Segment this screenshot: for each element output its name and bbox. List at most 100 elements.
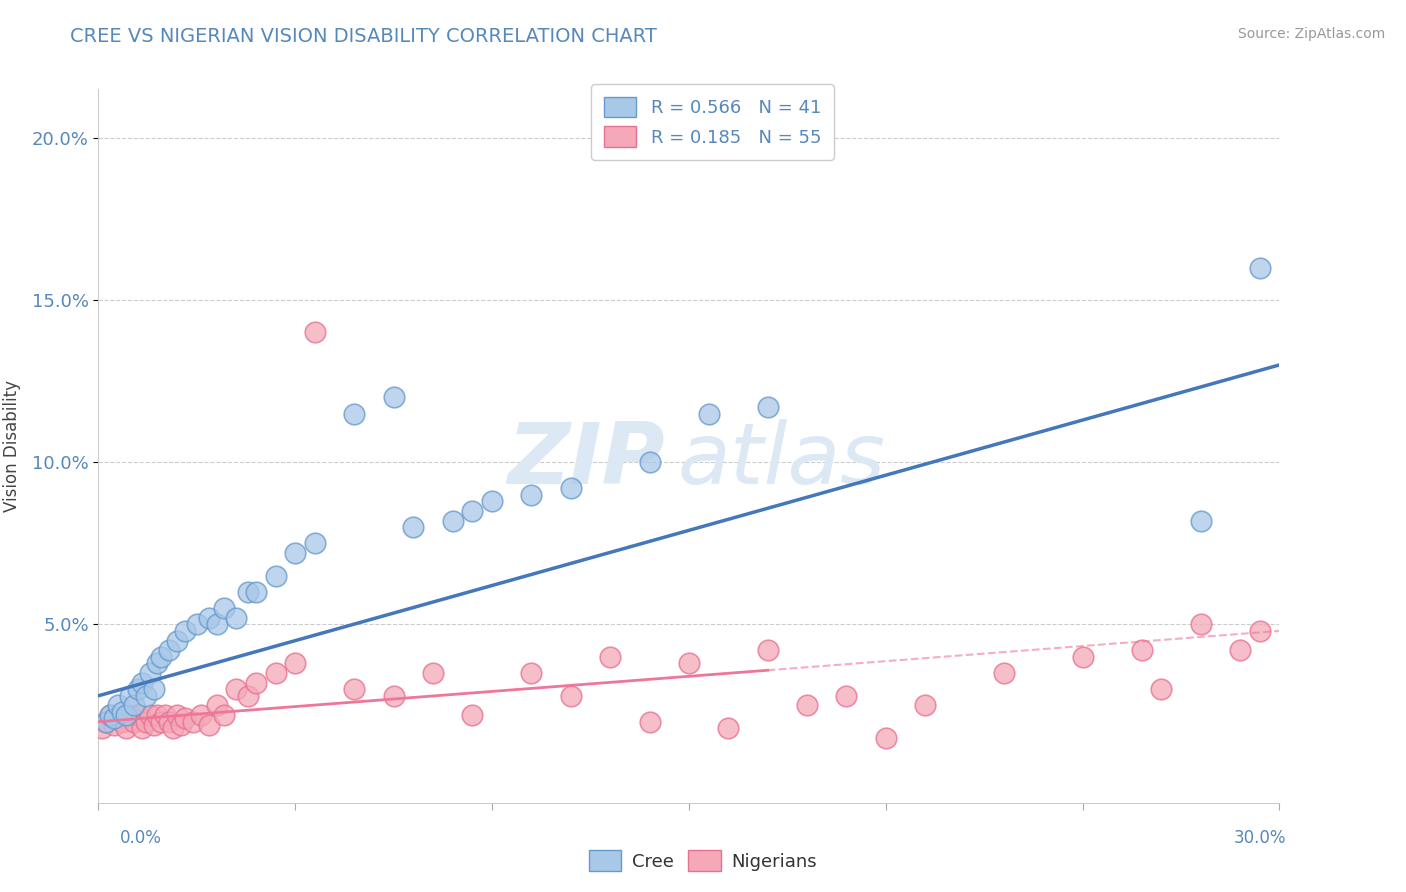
Point: [166, 633, 188, 648]
Point: [127, 682, 149, 697]
Point: [98, 708, 121, 723]
Y-axis label: Vision Disability: Vision Disability: [3, 380, 21, 512]
Point: [756, 643, 779, 657]
Point: [1189, 617, 1212, 632]
Point: [142, 682, 165, 697]
Point: [1189, 514, 1212, 528]
Legend: R = 0.566   N = 41, R = 0.185   N = 55: R = 0.566 N = 41, R = 0.185 N = 55: [591, 84, 834, 160]
Point: [264, 666, 287, 681]
Point: [461, 504, 484, 518]
Point: [796, 698, 818, 713]
Point: [146, 657, 169, 671]
Point: [98, 708, 121, 723]
Point: [835, 689, 858, 703]
Point: [236, 585, 259, 599]
Point: [138, 708, 160, 723]
Point: [146, 708, 169, 723]
Point: [157, 643, 180, 657]
Point: [304, 326, 326, 340]
Point: [245, 675, 267, 690]
Point: [560, 689, 582, 703]
Point: [284, 546, 307, 560]
Point: [914, 698, 936, 713]
Point: [284, 657, 307, 671]
Point: [441, 514, 464, 528]
Point: [1229, 643, 1251, 657]
Point: [162, 721, 184, 735]
Point: [1249, 260, 1271, 275]
Text: atlas: atlas: [678, 418, 886, 502]
Point: [111, 714, 134, 729]
Text: ZIP: ZIP: [508, 418, 665, 502]
Point: [118, 689, 141, 703]
Text: Source: ZipAtlas.com: Source: ZipAtlas.com: [1237, 27, 1385, 41]
Point: [91, 721, 114, 735]
Point: [697, 407, 720, 421]
Point: [127, 708, 149, 723]
Point: [107, 711, 129, 725]
Point: [225, 682, 247, 697]
Point: [560, 481, 582, 495]
Point: [103, 711, 125, 725]
Point: [135, 689, 157, 703]
Point: [343, 682, 366, 697]
Point: [382, 689, 405, 703]
Point: [107, 698, 129, 713]
Point: [1249, 624, 1271, 638]
Point: [205, 617, 228, 632]
Point: [236, 689, 259, 703]
Point: [115, 708, 138, 723]
Point: [214, 708, 236, 723]
Point: [131, 721, 153, 735]
Point: [150, 714, 173, 729]
Text: CREE VS NIGERIAN VISION DISABILITY CORRELATION CHART: CREE VS NIGERIAN VISION DISABILITY CORRE…: [70, 27, 657, 45]
Point: [1071, 649, 1094, 664]
Point: [142, 718, 165, 732]
Point: [166, 708, 188, 723]
Legend: Cree, Nigerians: Cree, Nigerians: [582, 843, 824, 879]
Point: [96, 714, 118, 729]
Point: [170, 718, 193, 732]
Point: [638, 714, 661, 729]
Point: [205, 698, 228, 713]
Point: [122, 698, 145, 713]
Point: [197, 718, 219, 732]
Point: [190, 708, 212, 723]
Point: [138, 666, 160, 681]
Point: [1130, 643, 1153, 657]
Text: 30.0%: 30.0%: [1234, 829, 1286, 847]
Point: [150, 649, 173, 664]
Point: [174, 711, 197, 725]
Point: [122, 714, 145, 729]
Point: [382, 390, 405, 404]
Point: [599, 649, 621, 664]
Point: [678, 657, 700, 671]
Point: [756, 400, 779, 414]
Point: [520, 488, 543, 502]
Point: [402, 520, 425, 534]
Point: [214, 601, 236, 615]
Point: [875, 731, 897, 745]
Point: [186, 617, 208, 632]
Point: [520, 666, 543, 681]
Point: [717, 721, 740, 735]
Point: [157, 714, 180, 729]
Point: [103, 718, 125, 732]
Point: [422, 666, 444, 681]
Point: [111, 705, 134, 719]
Point: [155, 708, 177, 723]
Point: [118, 708, 141, 723]
Point: [993, 666, 1015, 681]
Point: [131, 675, 153, 690]
Point: [481, 494, 503, 508]
Point: [461, 708, 484, 723]
Text: 0.0%: 0.0%: [120, 829, 162, 847]
Point: [115, 721, 138, 735]
Point: [638, 455, 661, 469]
Point: [1150, 682, 1173, 697]
Point: [343, 407, 366, 421]
Point: [181, 714, 204, 729]
Point: [225, 611, 247, 625]
Point: [174, 624, 197, 638]
Point: [135, 714, 157, 729]
